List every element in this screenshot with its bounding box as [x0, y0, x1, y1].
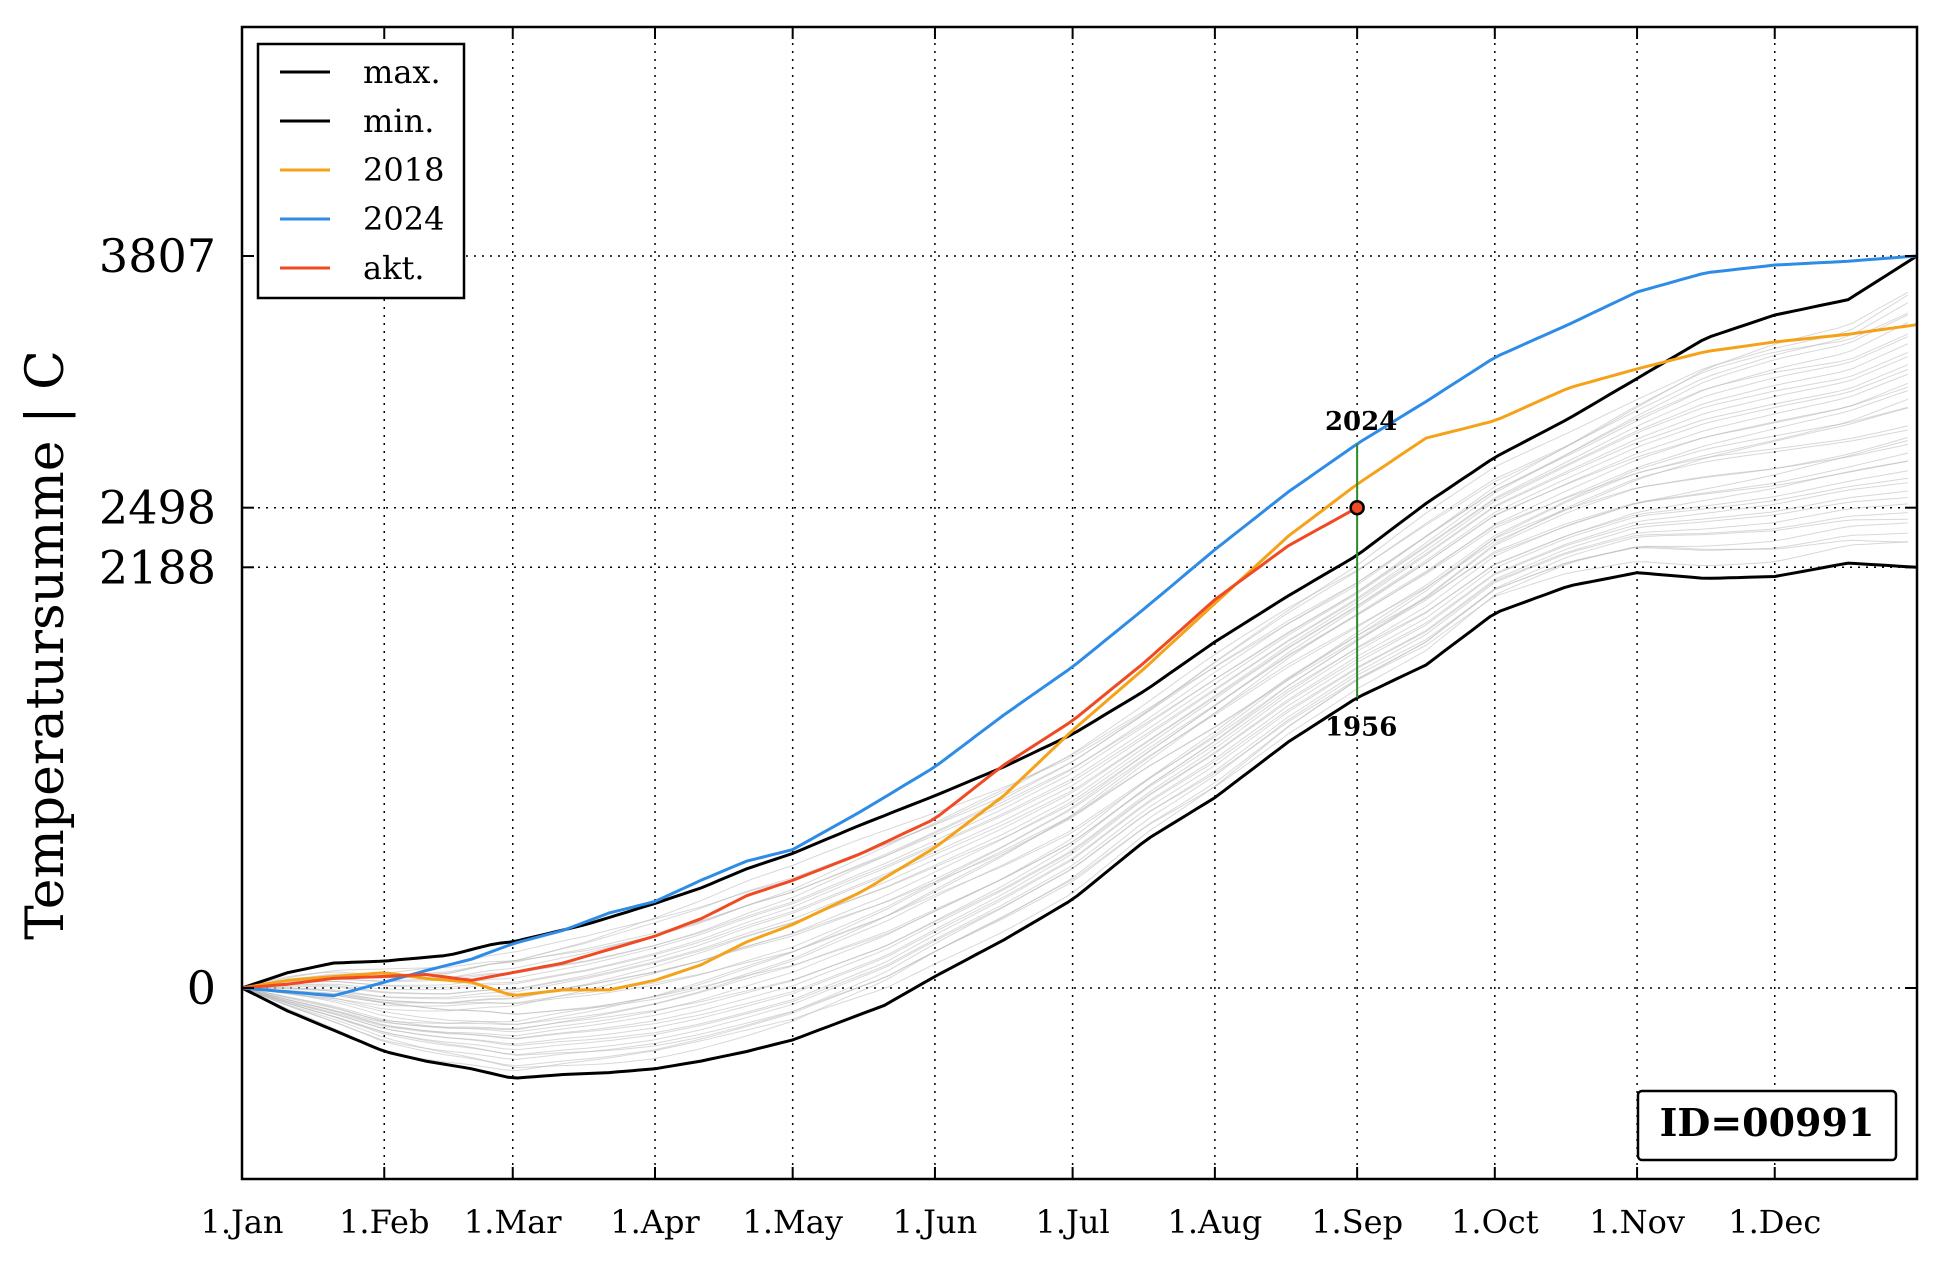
x-tick-label: 1.Apr	[610, 1203, 700, 1241]
historical-year-line	[241, 356, 1908, 991]
historical-year-line	[241, 436, 1908, 1026]
historical-year-line	[241, 470, 1908, 1037]
x-tick-label: 1.Nov	[1589, 1203, 1685, 1241]
historical-year-line	[241, 382, 1908, 1004]
axis-ticks: 1.Jan 1.Feb 1.Mar 1.Apr 1.May 1.Jun 1.Jul 1.Aug…	[99, 27, 1917, 1241]
grid	[242, 27, 1917, 1179]
historical-year-line	[241, 541, 1908, 1072]
historical-year-line	[241, 333, 1909, 989]
y-tick-label: 2188	[99, 540, 216, 594]
historical-year-line	[241, 314, 1909, 989]
historical-year-line	[241, 407, 1908, 1007]
x-tick-label: 1.Aug	[1168, 1203, 1263, 1241]
series-lines	[241, 254, 1918, 1080]
legend-label: 2024	[363, 200, 444, 238]
historical-year-line	[241, 343, 1909, 989]
range-marker-top-label: 2024	[1325, 407, 1397, 437]
legend-label: min.	[363, 102, 434, 140]
historical-year-line	[241, 312, 1909, 989]
y-axis-label: Temperatursumme | C	[16, 350, 76, 940]
x-tick-label: 1.Jan	[200, 1203, 283, 1241]
id-box: ID=00991	[1636, 1089, 1898, 1162]
historical-year-line	[241, 460, 1908, 1030]
historical-year-line	[241, 373, 1908, 999]
historical-year-line	[241, 482, 1908, 1040]
current-value-point	[1349, 499, 1365, 516]
historical-year-line	[241, 512, 1908, 1056]
historical-year-line	[241, 390, 1908, 1004]
y-tick-label: 2498	[99, 481, 216, 535]
y-tick-label: 0	[187, 961, 216, 1015]
historical-year-line	[241, 351, 1908, 989]
series-line-2024	[241, 254, 1918, 998]
legend-label: max.	[363, 53, 441, 91]
x-tick-label: 1.Sep	[1311, 1203, 1403, 1241]
y-tick-label: 3807	[99, 229, 216, 283]
id-box-frame	[1636, 1089, 1898, 1162]
series-line-max	[241, 254, 1918, 990]
historical-year-line	[241, 364, 1908, 995]
plot-frame	[240, 25, 1919, 1181]
x-tick-label: 1.Mar	[464, 1203, 562, 1241]
historical-year-line	[241, 398, 1908, 1012]
series-line-min	[241, 561, 1918, 1080]
historical-year-line	[241, 452, 1908, 1030]
legend-label: akt.	[363, 249, 425, 287]
historical-year-line	[241, 497, 1908, 1047]
historical-year-line	[241, 522, 1908, 1060]
historical-years-lines	[241, 291, 1909, 1072]
historical-year-line	[241, 440, 1908, 1024]
historical-year-line	[241, 322, 1909, 989]
x-tick-label: 1.Jul	[1036, 1203, 1110, 1241]
series-line-akt	[241, 506, 1358, 990]
legend-label: 2018	[363, 151, 444, 189]
historical-year-line	[241, 429, 1908, 1015]
x-tick-label: 1.Feb	[339, 1203, 429, 1241]
id-label: ID=00991	[1660, 1100, 1875, 1145]
range-marker-bottom-label: 1956	[1325, 713, 1397, 743]
historical-year-line	[241, 532, 1908, 1067]
legend: max. min. 2018 2024 akt.	[256, 42, 466, 300]
historical-year-line	[241, 477, 1908, 1039]
x-tick-label: 1.Jun	[893, 1203, 978, 1241]
series-line-2018	[241, 323, 1918, 997]
historical-year-line	[241, 291, 1909, 989]
historical-year-line	[241, 490, 1908, 1045]
historical-year-line	[241, 369, 1908, 995]
historical-year-line	[241, 503, 1908, 1051]
x-tick-label: 1.May	[742, 1203, 842, 1241]
x-tick-label: 1.Oct	[1451, 1203, 1539, 1241]
historical-year-line	[241, 386, 1908, 1000]
historical-year-line	[241, 406, 1908, 1005]
x-tick-label: 1.Dec	[1728, 1203, 1821, 1241]
historical-year-line	[241, 294, 1909, 989]
range-marker: 2024 1956	[1325, 407, 1397, 743]
